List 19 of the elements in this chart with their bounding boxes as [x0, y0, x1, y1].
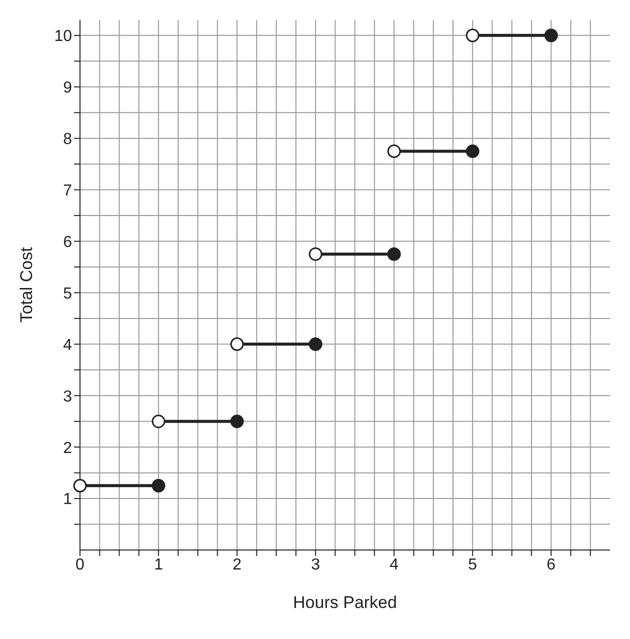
- x-tick-label: 5: [468, 556, 478, 574]
- x-tick-label: 2: [232, 556, 242, 574]
- y-tick-label: 1: [63, 491, 72, 508]
- x-tick-label: 0: [76, 556, 85, 574]
- y-tick-label: 9: [63, 80, 72, 97]
- x-tick-label: 6: [546, 556, 556, 574]
- y-tick-label: 8: [63, 131, 72, 148]
- y-tick-label: 6: [63, 234, 72, 251]
- x-axis-title: Hours Parked: [293, 593, 397, 612]
- x-tick-label: 3: [311, 556, 320, 574]
- y-tick-label: 10: [54, 28, 72, 46]
- x-tick-label: 1: [154, 556, 164, 574]
- y-tick-label: 2: [63, 440, 72, 457]
- y-tick-label: 5: [63, 285, 72, 302]
- y-tick-label: 4: [63, 336, 72, 354]
- y-tick-label: 7: [63, 182, 72, 200]
- y-axis-title: Total Cost: [17, 246, 36, 323]
- x-tick-label: 4: [390, 556, 399, 574]
- y-tick-label: 3: [63, 388, 72, 406]
